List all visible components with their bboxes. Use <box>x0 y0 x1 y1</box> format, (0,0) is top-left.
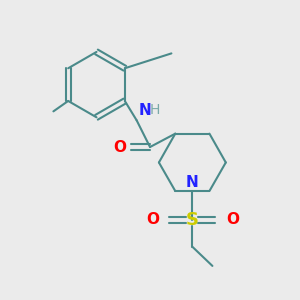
Text: O: O <box>146 212 159 227</box>
Text: N: N <box>139 103 152 118</box>
Text: O: O <box>113 140 126 154</box>
Text: O: O <box>226 212 239 227</box>
Text: S: S <box>186 211 199 229</box>
Text: N: N <box>186 175 199 190</box>
Text: H: H <box>150 103 160 117</box>
